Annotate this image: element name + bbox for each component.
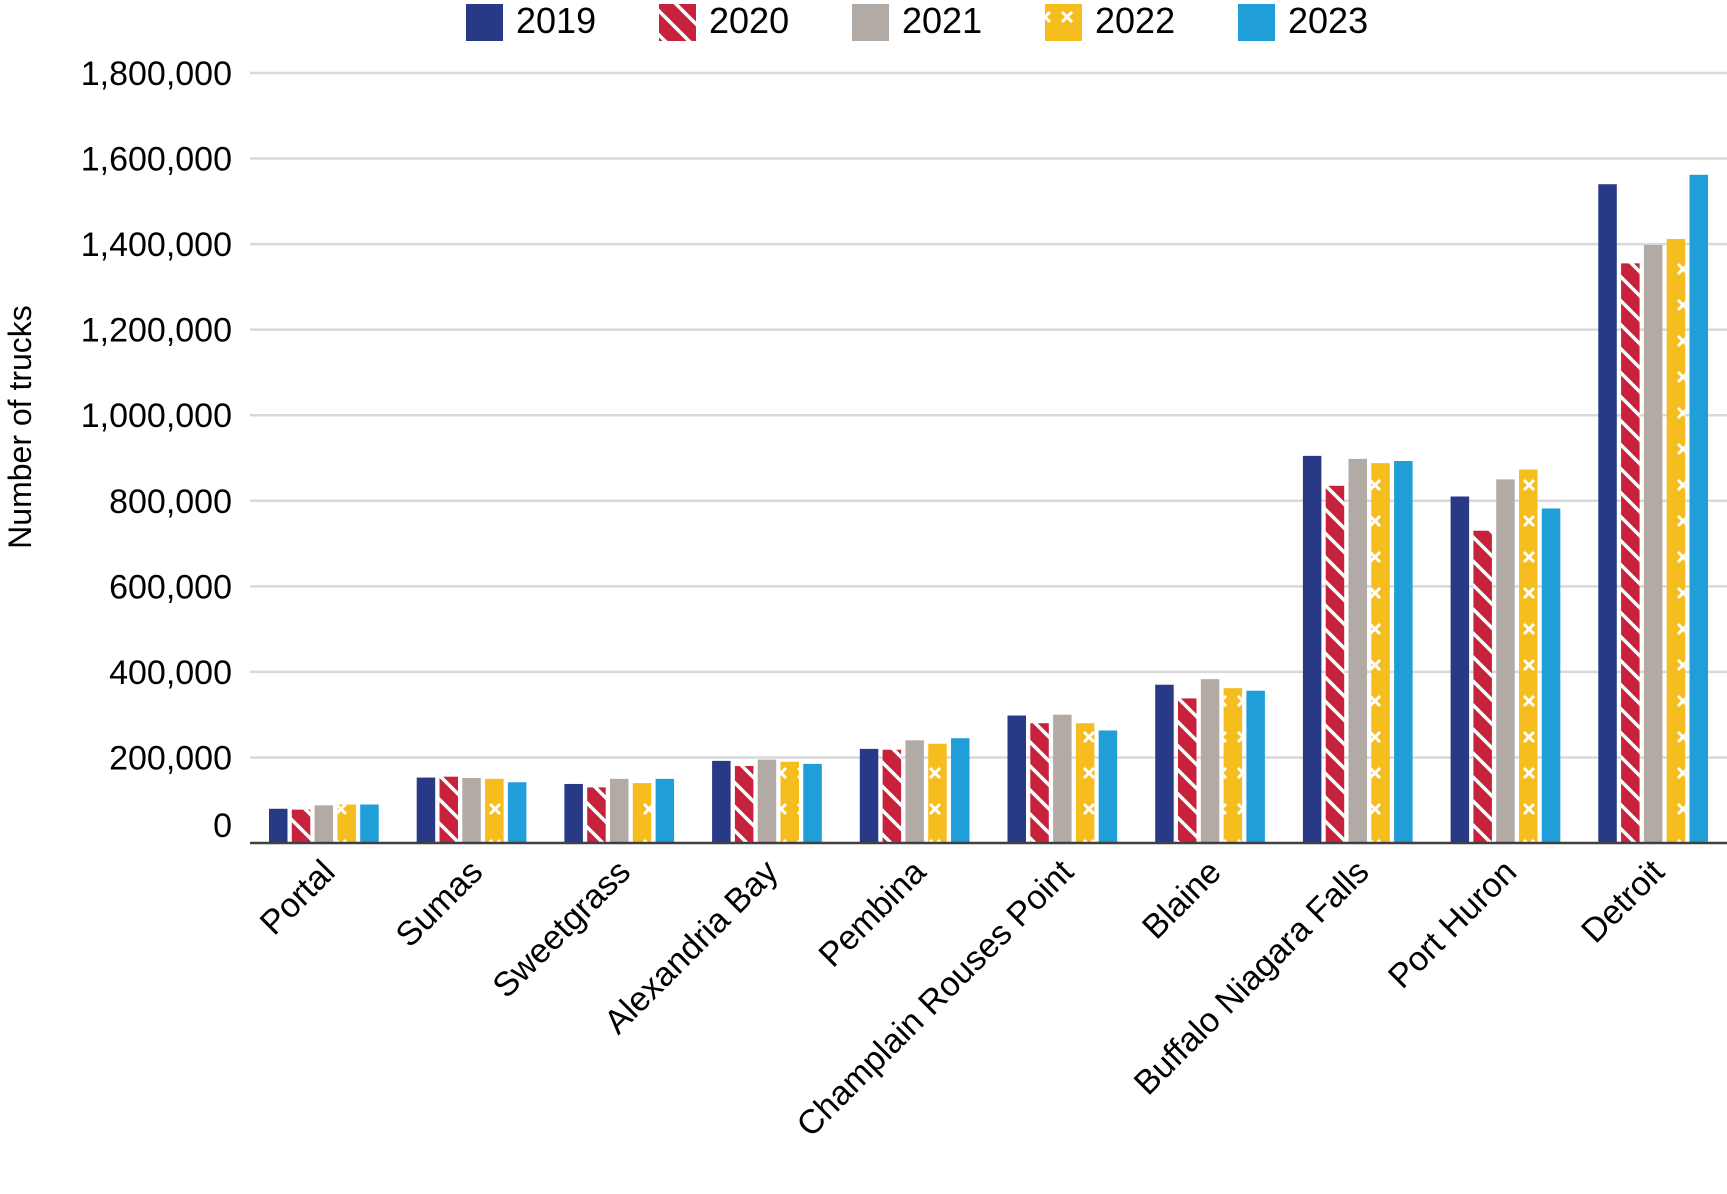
- bar-2019-blaine: [1155, 684, 1174, 843]
- gridlines: [250, 71, 1727, 759]
- bar-2022-portal: [337, 804, 356, 843]
- x-tick-label: Sumas: [389, 853, 491, 955]
- legend-label-2021: 2021: [902, 0, 982, 41]
- bar-2020-champlain-rouses-point: [1030, 723, 1049, 843]
- bar-2021-blaine: [1200, 679, 1220, 843]
- bar-2021-portal: [314, 805, 334, 843]
- bar-2019-port-huron: [1450, 496, 1470, 843]
- bar-2021-pembina: [905, 740, 924, 843]
- bar-2020-port-huron: [1473, 530, 1492, 843]
- bar-2019-detroit: [1598, 184, 1617, 843]
- bar-2020-sumas: [439, 776, 458, 843]
- x-tick-label: Sweetgrass: [485, 853, 637, 1005]
- bar-2023-detroit: [1689, 174, 1708, 844]
- x-tick-label: Port Huron: [1381, 853, 1524, 996]
- bar-2019-champlain-rouses-point: [1007, 715, 1026, 843]
- bar-2022-buffalo-niagara-falls: [1371, 463, 1390, 843]
- x-tick-label: Blaine: [1135, 853, 1229, 947]
- x-tick-label: Detroit: [1574, 852, 1672, 950]
- bar-2023-alexandria-bay: [803, 763, 822, 843]
- y-tick-label: 1,600,000: [81, 141, 232, 179]
- y-tick-label: 600,000: [109, 568, 232, 606]
- bar-2019-sweetgrass: [564, 783, 583, 843]
- bar-2019-sumas: [416, 777, 436, 843]
- bar-2023-portal: [360, 804, 379, 843]
- bar-2021-buffalo-niagara-falls: [1348, 458, 1367, 843]
- legend-swatch-2023: [1238, 4, 1275, 41]
- bar-2020-detroit: [1621, 263, 1640, 844]
- bar-2019-pembina: [859, 748, 879, 843]
- bar-2023-sweetgrass: [655, 778, 675, 843]
- bar-2021-detroit: [1643, 244, 1663, 843]
- bar-2022-alexandria-bay: [780, 761, 799, 843]
- bar-2023-blaine: [1246, 690, 1265, 843]
- bar-2021-alexandria-bay: [757, 759, 777, 843]
- bar-2020-portal: [291, 809, 311, 843]
- bar-2021-sumas: [462, 777, 481, 843]
- bar-2019-buffalo-niagara-falls: [1302, 455, 1322, 843]
- legend-label-2022: 2022: [1095, 0, 1175, 41]
- legend-swatch-2019: [466, 4, 503, 41]
- x-tick-label: Champlain Rouses Point: [790, 852, 1082, 1144]
- bar-2021-sweetgrass: [610, 778, 629, 843]
- y-axis: 0 200,000 400,000 600,000 800,000 1,000,000 1,…: [81, 55, 232, 845]
- y-tick-label: 1,000,000: [81, 397, 232, 435]
- bar-2023-sumas: [507, 782, 527, 843]
- legend-label-2019: 2019: [516, 0, 596, 41]
- bar-2022-sweetgrass: [632, 783, 652, 843]
- bar-2021-port-huron: [1496, 479, 1515, 843]
- y-axis-title: Number of trucks: [2, 305, 38, 549]
- bar-2023-pembina: [951, 738, 970, 843]
- y-tick-label: 400,000: [109, 654, 232, 692]
- bar-2023-champlain-rouses-point: [1098, 730, 1118, 843]
- bar-2019-alexandria-bay: [712, 760, 731, 843]
- y-tick-label: 0: [213, 807, 232, 845]
- y-tick-label: 200,000: [109, 739, 232, 777]
- y-tick-label: 800,000: [109, 483, 232, 521]
- bar-2020-blaine: [1178, 698, 1197, 843]
- legend-swatch-2022: [1045, 4, 1082, 41]
- bar-2020-sweetgrass: [587, 787, 606, 843]
- bar-2020-alexandria-bay: [734, 766, 754, 843]
- bar-2022-port-huron: [1519, 469, 1538, 843]
- bar-2020-pembina: [882, 749, 902, 843]
- x-tick-label: Pembina: [812, 853, 934, 975]
- bars: [269, 174, 1708, 844]
- legend: 2019 2020 2021 2022 2023: [466, 0, 1368, 41]
- bar-2021-champlain-rouses-point: [1053, 714, 1072, 843]
- bar-2022-blaine: [1223, 688, 1243, 843]
- legend-swatch-2020: [659, 4, 696, 41]
- bar-2022-sumas: [485, 778, 504, 843]
- bar-2023-port-huron: [1541, 508, 1561, 843]
- bar-2022-detroit: [1666, 238, 1686, 843]
- y-tick-label: 1,200,000: [81, 312, 232, 350]
- bar-2019-portal: [269, 808, 288, 843]
- x-tick-label: Portal: [253, 853, 343, 943]
- legend-label-2023: 2023: [1288, 0, 1368, 41]
- y-tick-label: 1,400,000: [81, 226, 232, 264]
- legend-label-2020: 2020: [709, 0, 789, 41]
- y-tick-label: 1,800,000: [81, 55, 232, 93]
- bar-2022-pembina: [928, 743, 947, 843]
- bar-2020-buffalo-niagara-falls: [1325, 485, 1345, 843]
- bar-2023-buffalo-niagara-falls: [1394, 460, 1413, 843]
- legend-swatch-2021: [852, 4, 889, 41]
- bar-2022-champlain-rouses-point: [1075, 723, 1095, 843]
